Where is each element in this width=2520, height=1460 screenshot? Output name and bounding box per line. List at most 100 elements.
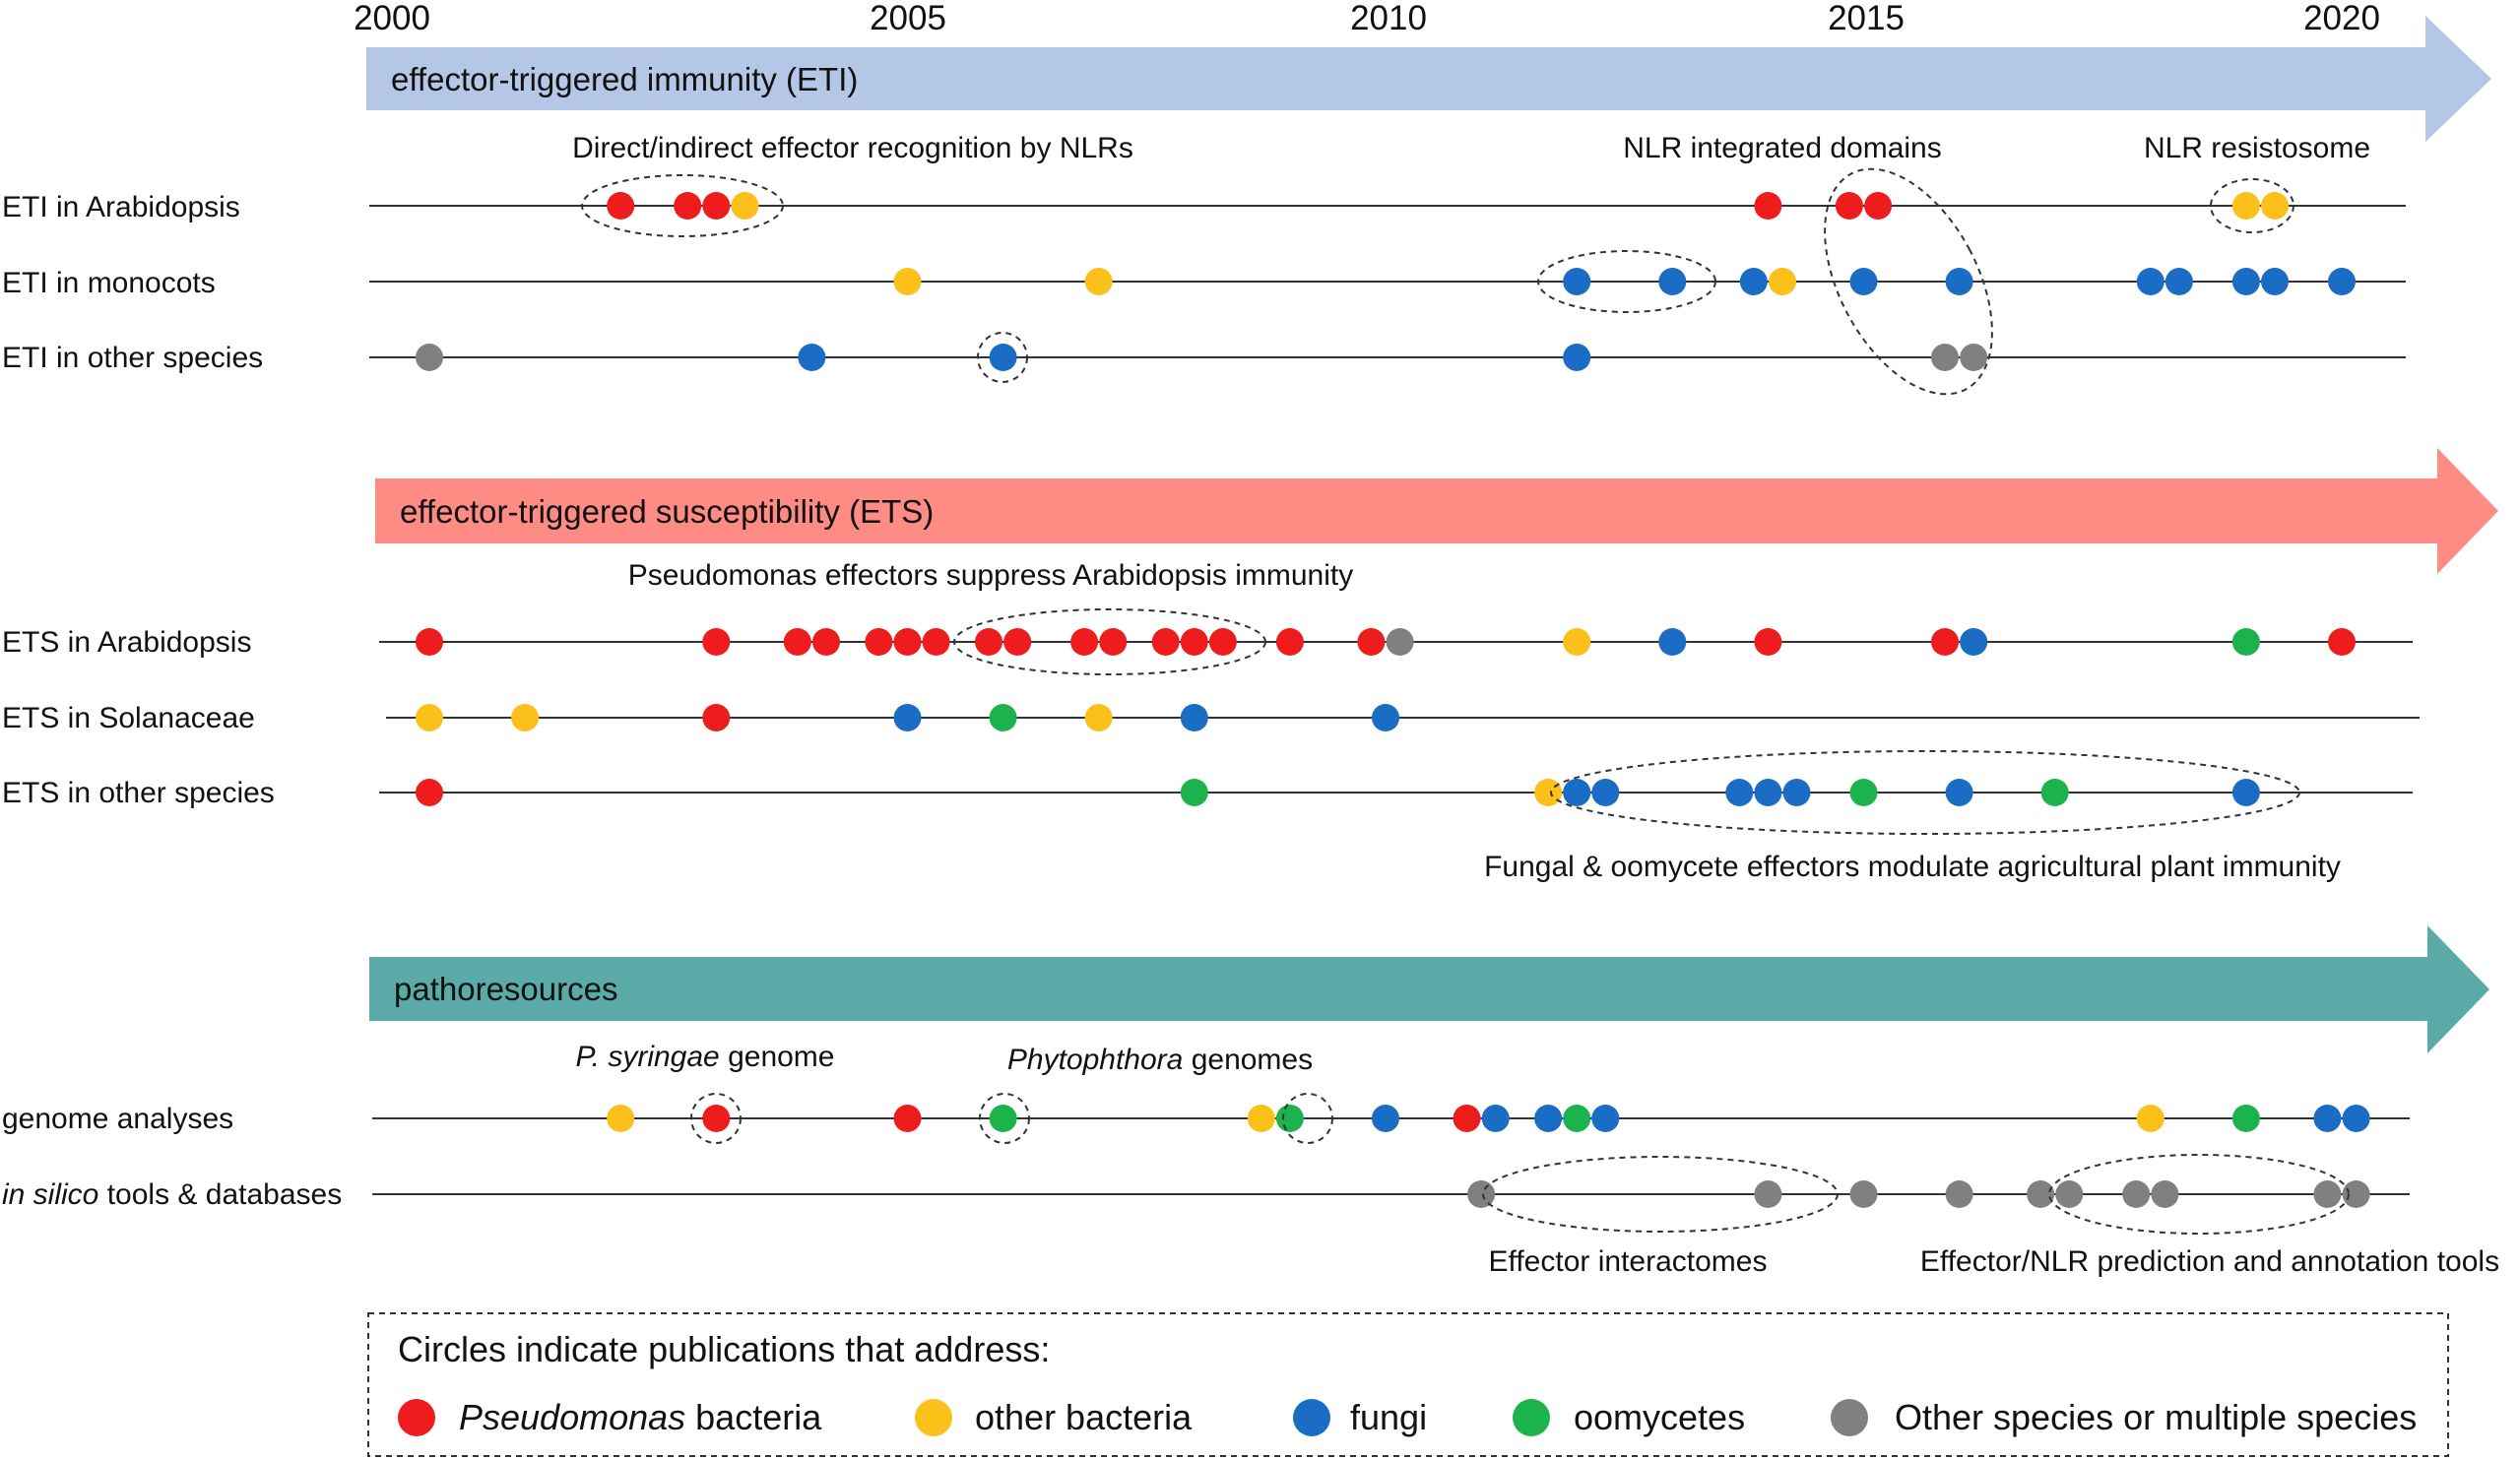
legend: Circles indicate publications that addre… (367, 1312, 2449, 1457)
pathoresources-band: pathoresources (369, 925, 2489, 1053)
publication-dot-pseudomonas (893, 1105, 922, 1132)
publication-dot-pseudomonas (702, 704, 731, 731)
publication-dot-pseudomonas (1275, 628, 1304, 656)
pathoresources-band-arrow (369, 925, 2489, 1053)
publication-dot-other (2055, 1180, 2084, 1208)
psyringae-rest: genome (720, 1041, 835, 1073)
publication-dot-pseudomonas (1151, 628, 1180, 656)
annotation-direct-indirect: Direct/indirect effector recognition by … (572, 132, 1133, 164)
ets-band-arrow (375, 448, 2498, 574)
publication-dot-fungi (2328, 268, 2356, 295)
group-ellipse-direct-indirect (581, 174, 784, 237)
publication-dot-pseudomonas (1754, 628, 1782, 656)
publication-dot-pseudomonas (1070, 628, 1099, 656)
group-ellipse-prediction-tools (2048, 1154, 2350, 1235)
annotation-fungal-oomycete: Fungal & oomycete effectors modulate agr… (1484, 851, 2341, 883)
publication-dot-pseudomonas (1864, 192, 1893, 220)
publication-dot-other (2122, 1180, 2151, 1208)
publication-dot-pseudomonas (865, 628, 893, 656)
publication-dot-fungi (2342, 1105, 2370, 1132)
publication-dot-pseudomonas (922, 628, 950, 656)
publication-dot-other (1386, 628, 1414, 656)
publication-dot-fungi (2231, 779, 2260, 806)
publication-dot-fungi (1658, 268, 1687, 295)
publication-dot-oomycetes (1563, 1105, 1591, 1132)
publication-dot-fungi (798, 344, 826, 371)
publication-dot-pseudomonas (1099, 628, 1128, 656)
publication-dot-other (1931, 344, 1959, 371)
publication-dot-pseudomonas (1931, 628, 1959, 656)
year-label-2020: 2020 (2303, 0, 2380, 37)
legend-pseudomonas-italic: Pseudomonas (459, 1397, 685, 1437)
year-label-2005: 2005 (870, 0, 946, 37)
publication-dot-other-bacteria (1084, 704, 1113, 731)
publication-dot-pseudomonas (1754, 192, 1782, 220)
legend-swatch-other (1831, 1399, 1868, 1436)
psyringae-italic: P. syringae (576, 1041, 720, 1073)
publication-dot-fungi (1725, 779, 1754, 806)
publication-dot-fungi (1591, 779, 1620, 806)
publication-dot-pseudomonas (1003, 628, 1032, 656)
annotation-integrated-domains: NLR integrated domains (1623, 132, 1942, 164)
publication-dot-pseudomonas (416, 628, 443, 656)
publication-dot-other (1849, 1180, 1878, 1208)
ets-band: effector-triggered susceptibility (ETS) (375, 448, 2498, 574)
legend-swatch-pseudomonas (398, 1399, 435, 1436)
legend-swatch-fungi (1293, 1399, 1330, 1436)
publication-dot-fungi (1945, 779, 1973, 806)
publication-dot-other (1960, 344, 1988, 371)
publication-dot-oomycetes (989, 1105, 1017, 1132)
row-label-in-silico: in silico tools & databases (2, 1178, 342, 1211)
row-label-eti-arabidopsis: ETI in Arabidopsis (2, 191, 240, 223)
group-circle-psyringae-genome (690, 1093, 742, 1144)
legend-swatch-other-bacteria (915, 1399, 952, 1436)
publication-dot-other-bacteria (893, 268, 922, 295)
publication-dot-pseudomonas (975, 628, 1002, 656)
publication-dot-pseudomonas (1208, 628, 1237, 656)
publication-dot-oomycetes (989, 704, 1017, 731)
row-label-ets-arabidopsis: ETS in Arabidopsis (2, 626, 251, 659)
legend-swatch-oomycetes (1513, 1399, 1550, 1436)
row-label-genome-analyses: genome analyses (2, 1103, 233, 1135)
publication-dot-pseudomonas (1835, 192, 1863, 220)
publication-dot-other-bacteria (2231, 192, 2260, 220)
publication-dot-fungi (1754, 779, 1782, 806)
group-ellipse-monocots-2012 (1537, 250, 1716, 313)
publication-dot-fungi (1739, 268, 1768, 295)
legend-label-pseudomonas: Pseudomonas bacteria (459, 1397, 822, 1437)
publication-dot-pseudomonas (416, 779, 443, 806)
publication-dot-fungi (2165, 268, 2193, 295)
publication-dot-pseudomonas (607, 192, 635, 220)
group-circle-phytophthora-genomes-2 (1282, 1093, 1333, 1144)
publication-dot-other (1945, 1180, 1973, 1208)
publication-dot-pseudomonas (783, 628, 811, 656)
publication-dot-other-bacteria (511, 704, 540, 731)
annotations: Direct/indirect effector recognition by … (572, 132, 2499, 1278)
publication-dot-other-bacteria (731, 192, 759, 220)
year-label-2010: 2010 (1350, 0, 1427, 37)
year-axis: 2000 2005 2010 2015 2020 (354, 0, 2380, 37)
publication-dot-other-bacteria (1247, 1105, 1275, 1132)
legend-pseudomonas-rest: bacteria (685, 1397, 822, 1437)
publication-dot-pseudomonas (1453, 1105, 1481, 1132)
group-circle-eti-other-2006 (977, 332, 1028, 383)
publication-dot-pseudomonas (812, 628, 840, 656)
row-label-eti-other: ETI in other species (2, 342, 263, 374)
publication-dot-fungi (1849, 268, 1878, 295)
legend-label-oomycetes: oomycetes (1574, 1397, 1745, 1437)
publication-dot-other-bacteria (2136, 1105, 2165, 1132)
publication-dot-fungi (1534, 1105, 1563, 1132)
publication-dot-oomycetes (1849, 779, 1878, 806)
publication-dot-other-bacteria (416, 704, 443, 731)
group-ellipse-resistosome (2210, 178, 2294, 233)
publication-dot-other-bacteria (1084, 268, 1113, 295)
publication-dot-pseudomonas (702, 192, 731, 220)
legend-label-fungi: fungi (1350, 1397, 1427, 1437)
publication-dot-oomycetes (1275, 1105, 1304, 1132)
publication-dot-fungi (2261, 268, 2289, 295)
publication-dot-other (2027, 1180, 2055, 1208)
timeline-rows (369, 192, 2420, 1208)
year-label-2015: 2015 (1828, 0, 1905, 37)
eti-band-title: effector-triggered immunity (ETI) (391, 61, 858, 97)
